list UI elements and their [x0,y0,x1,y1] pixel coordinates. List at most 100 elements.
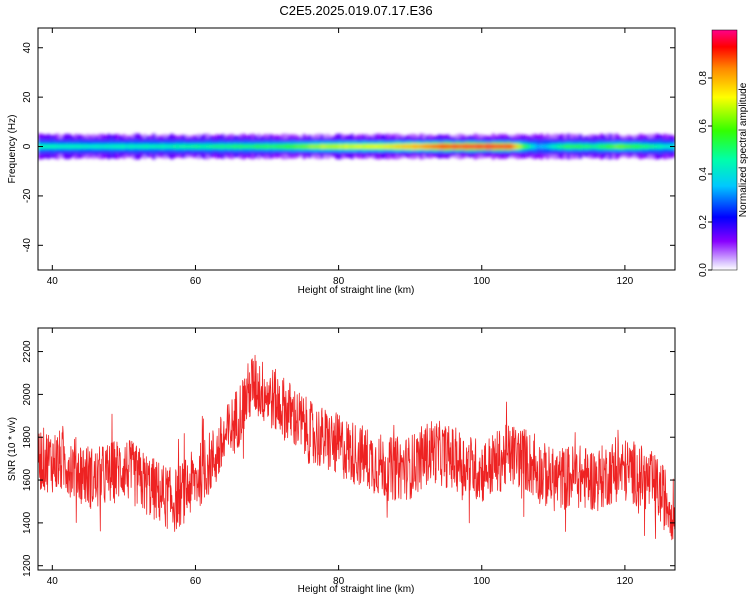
snr-series-line [38,354,675,541]
spectrogram-cell [161,145,165,148]
spectrogram-cell [617,145,622,148]
spectrogram-cell [224,145,228,148]
spectrogram-cell [359,145,363,148]
spectrogram-cell [206,145,210,148]
spectrogram-cell [566,145,571,148]
spectrogram-cell [494,145,499,148]
spectrogram-cell [656,145,661,148]
spectrogram-cell [80,145,84,148]
spectrogram-cell [335,145,339,148]
spectrogram-cell [485,145,490,148]
spectrogram-cell [122,145,126,148]
spectrogram-band [38,133,675,160]
spectrogram-cell [131,145,135,148]
y-tick-label: 20 [22,91,33,103]
spectrogram-cell [509,145,514,148]
colorbar-tick-label: 0.0 [698,263,709,277]
spectrogram-cell [92,145,96,149]
spectrogram-cell [443,145,448,148]
snr-ylabel: SNR (10 * v/v) [7,417,18,481]
spectrogram-cell [653,145,658,148]
spectrogram-cell [533,145,538,148]
spectrogram-cell [254,145,258,148]
spectrogram-cell [128,145,132,148]
spectrogram-cell [119,145,123,148]
spectrogram-cell [320,145,324,148]
spectrogram-cell [116,145,120,148]
spectrogram-cell [218,145,222,148]
spectrogram-cell [302,145,306,148]
colorbar: 0.0 0.2 0.4 0.6 0.8 Normalized spectral ampl… [698,29,749,277]
spectrogram-cell [350,145,354,148]
spectrogram-cell [137,145,141,148]
spectrogram-cell [152,145,156,148]
spectrogram-cell [248,145,252,148]
spectrogram-cell [386,145,390,148]
x-tick-label: 100 [473,576,490,587]
x-tick-label: 60 [190,576,202,587]
spectrogram-cell [203,145,207,148]
spectrogram-cell [512,145,517,148]
y-tick-label: -40 [22,238,33,253]
spectrogram-cell [179,145,183,148]
spectrogram-cell [605,145,610,148]
spectrogram-cell [275,145,279,148]
spectrogram-cell [86,145,90,148]
spectrogram-cell [236,145,240,148]
spectrogram-cell [440,145,445,148]
spectrogram-cell [371,145,375,148]
spectrogram-plot-area [38,133,675,160]
spectrogram-cell [311,145,315,148]
spectrogram-cell [53,145,57,148]
spectrogram-cell [626,145,631,148]
spectrogram-cell [305,145,309,148]
spectrogram-cell [431,145,436,148]
spectrogram-cell [341,145,345,148]
spectrogram-cell [149,145,153,148]
spectrogram-cell [581,145,586,148]
spectrogram-cell [143,145,147,148]
spectrogram-cell [545,145,550,148]
spectrogram-cell [71,145,75,148]
spectrogram-cell [608,145,613,148]
spectrogram-cell [647,145,652,148]
spectrogram-cell [554,145,559,148]
spectrogram-cell [287,145,291,148]
spectrogram-cell [314,145,318,148]
spectrogram-cell [197,145,201,148]
spectrogram-cell [173,145,177,148]
x-tick-label: 40 [47,576,59,587]
spectrogram-cell [365,145,369,148]
x-tick-label: 120 [617,576,634,587]
spectrogram-cell [290,145,294,148]
spectrogram-cell [467,145,472,148]
spectrogram-cell [227,145,231,148]
spectrogram-cell [638,145,643,148]
spectrogram-cell [572,145,577,148]
spectrogram-cell [65,145,69,148]
spectrogram-cell [251,145,255,148]
spectrogram-cell [50,145,54,148]
spectrogram-cell [590,145,595,148]
y-tick-label: 1400 [22,511,33,534]
y-tick-label: 1200 [22,554,33,577]
spectrogram-cell [425,145,430,148]
spectrogram-cell [74,145,78,148]
spectrogram-cell [575,145,580,148]
spectrogram-cell [188,145,192,149]
spectrogram-cell [260,145,264,148]
spectrogram-xlabel: Height of straight line (km) [298,285,415,296]
spectrogram-cell [338,145,342,148]
spectrogram-cell [542,145,547,148]
spectrogram-cell [482,145,487,148]
spectrogram-cell [296,145,300,148]
spectrogram-cell [620,145,625,148]
spectrogram-cell [107,145,111,148]
spectrogram-cell [200,145,204,148]
spectrogram-cell [644,145,649,148]
spectrogram-cell [419,145,423,148]
spectrogram-cell [344,145,348,149]
y-tick-label: 1800 [22,426,33,449]
spectrogram-cell [209,145,213,148]
spectrogram-panel: 40 60 80 100 120 -40 -20 0 20 40 Height of straig… [7,27,676,296]
